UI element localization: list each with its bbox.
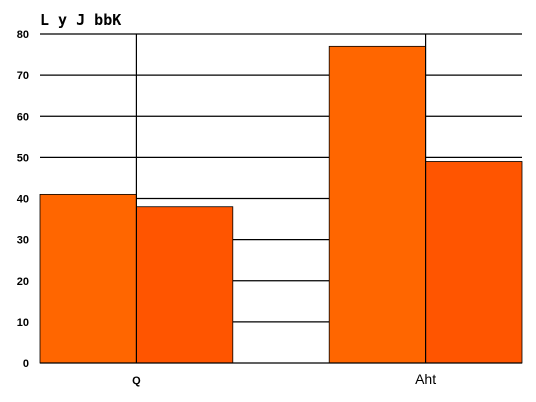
y-tick-label: 10: [17, 317, 29, 329]
y-tick-label: 20: [17, 276, 29, 288]
y-tick-label: 40: [17, 194, 29, 206]
x-tick-label: Aht: [415, 371, 436, 387]
bar-q-series-1: [40, 194, 136, 363]
y-tick-label: 70: [17, 70, 29, 82]
y-tick-label: 0: [23, 358, 29, 370]
bars: [40, 46, 522, 363]
y-tick-label: 80: [17, 29, 29, 41]
bar-aht-series-2: [426, 161, 522, 363]
bar-aht-series-1: [329, 46, 425, 363]
bar-q-series-2: [136, 207, 232, 363]
y-tick-label: 50: [17, 152, 29, 164]
y-axis-ticks: 0 10 20 30 40 50 60 70 80: [17, 29, 29, 370]
x-axis-ticks: Q Aht: [132, 371, 436, 387]
chart-title: L y J bbK: [40, 11, 121, 29]
y-tick-label: 60: [17, 111, 29, 123]
x-tick-label: Q: [132, 375, 141, 387]
y-tick-label: 30: [17, 235, 29, 247]
